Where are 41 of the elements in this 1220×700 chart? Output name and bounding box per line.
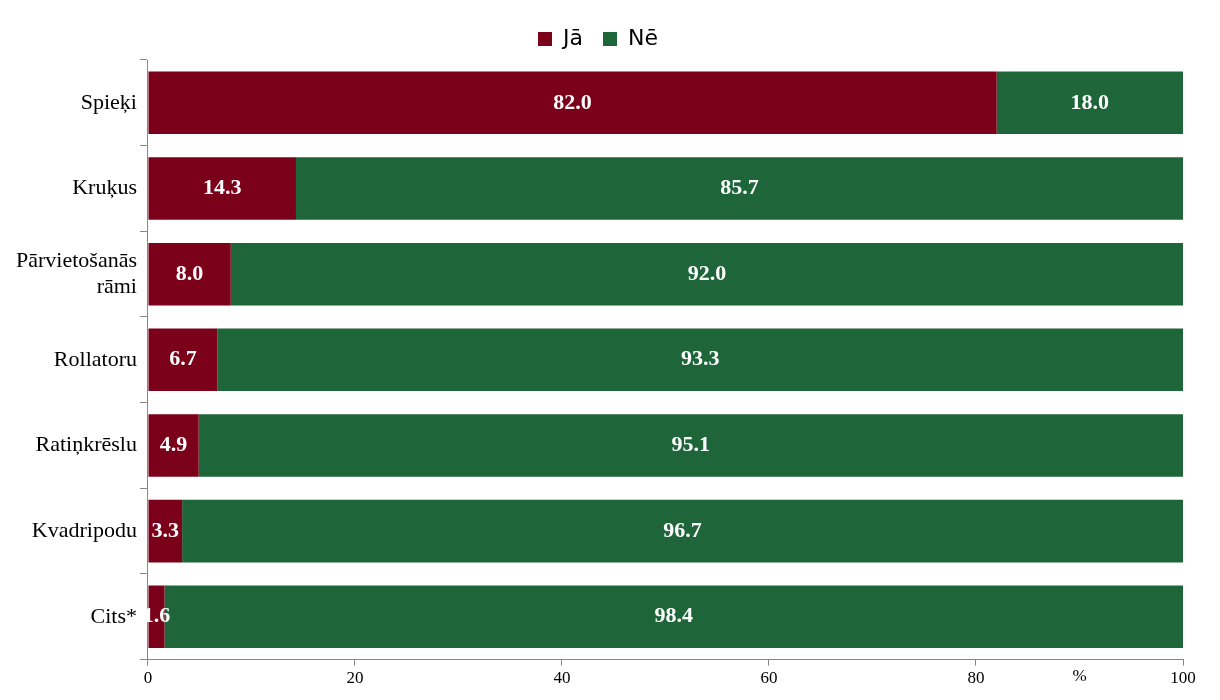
bar	[148, 157, 296, 220]
legend-label: Nē	[627, 24, 658, 50]
y-tick-label: Kvadripodu	[31, 516, 137, 542]
data-label: 14.3	[202, 174, 242, 200]
data-label: 98.4	[654, 602, 694, 628]
data-label: 18.0	[1070, 88, 1110, 114]
x-tick-label: 40	[553, 668, 571, 688]
bar	[148, 414, 199, 477]
y-tick-label: Cits*	[90, 602, 137, 628]
data-label: 82.0	[553, 88, 592, 114]
bar	[230, 242, 1183, 306]
bar	[198, 414, 1183, 477]
data-label: 92.0	[687, 259, 727, 285]
bar	[148, 242, 231, 306]
y-tick-label: Ratiņkrēslu	[35, 431, 137, 457]
bar	[295, 157, 1183, 220]
data-label: 96.7	[663, 516, 702, 542]
bar	[148, 71, 997, 135]
x-tick-label: 80	[967, 668, 985, 688]
data-label: 85.7	[720, 174, 759, 200]
y-tick-label: Rollatoru	[53, 345, 137, 371]
data-label: 95.1	[671, 431, 711, 457]
bar	[996, 71, 1183, 135]
x-tick-label: 20	[346, 668, 364, 688]
bar	[182, 499, 1183, 563]
data-label: 93.3	[680, 345, 720, 371]
data-label: 4.9	[159, 431, 188, 457]
y-tick-label: Pārvietošanās rāmi	[16, 246, 137, 299]
x-tick-label: 100	[1170, 668, 1196, 688]
x-tick-label: 0	[143, 668, 153, 688]
bar	[217, 328, 1183, 392]
legend-label: Jā	[561, 24, 583, 50]
data-label: 6.7	[169, 345, 197, 371]
bar	[148, 499, 183, 563]
data-label: 3.3	[151, 516, 180, 542]
x-axis-title: %	[1072, 665, 1087, 685]
y-tick-label: Spieķi	[80, 88, 137, 114]
bar	[148, 328, 218, 392]
x-tick-label: 60	[760, 668, 778, 688]
y-tick-label: Kruķus	[72, 174, 137, 200]
data-label: 8.0	[175, 259, 204, 285]
